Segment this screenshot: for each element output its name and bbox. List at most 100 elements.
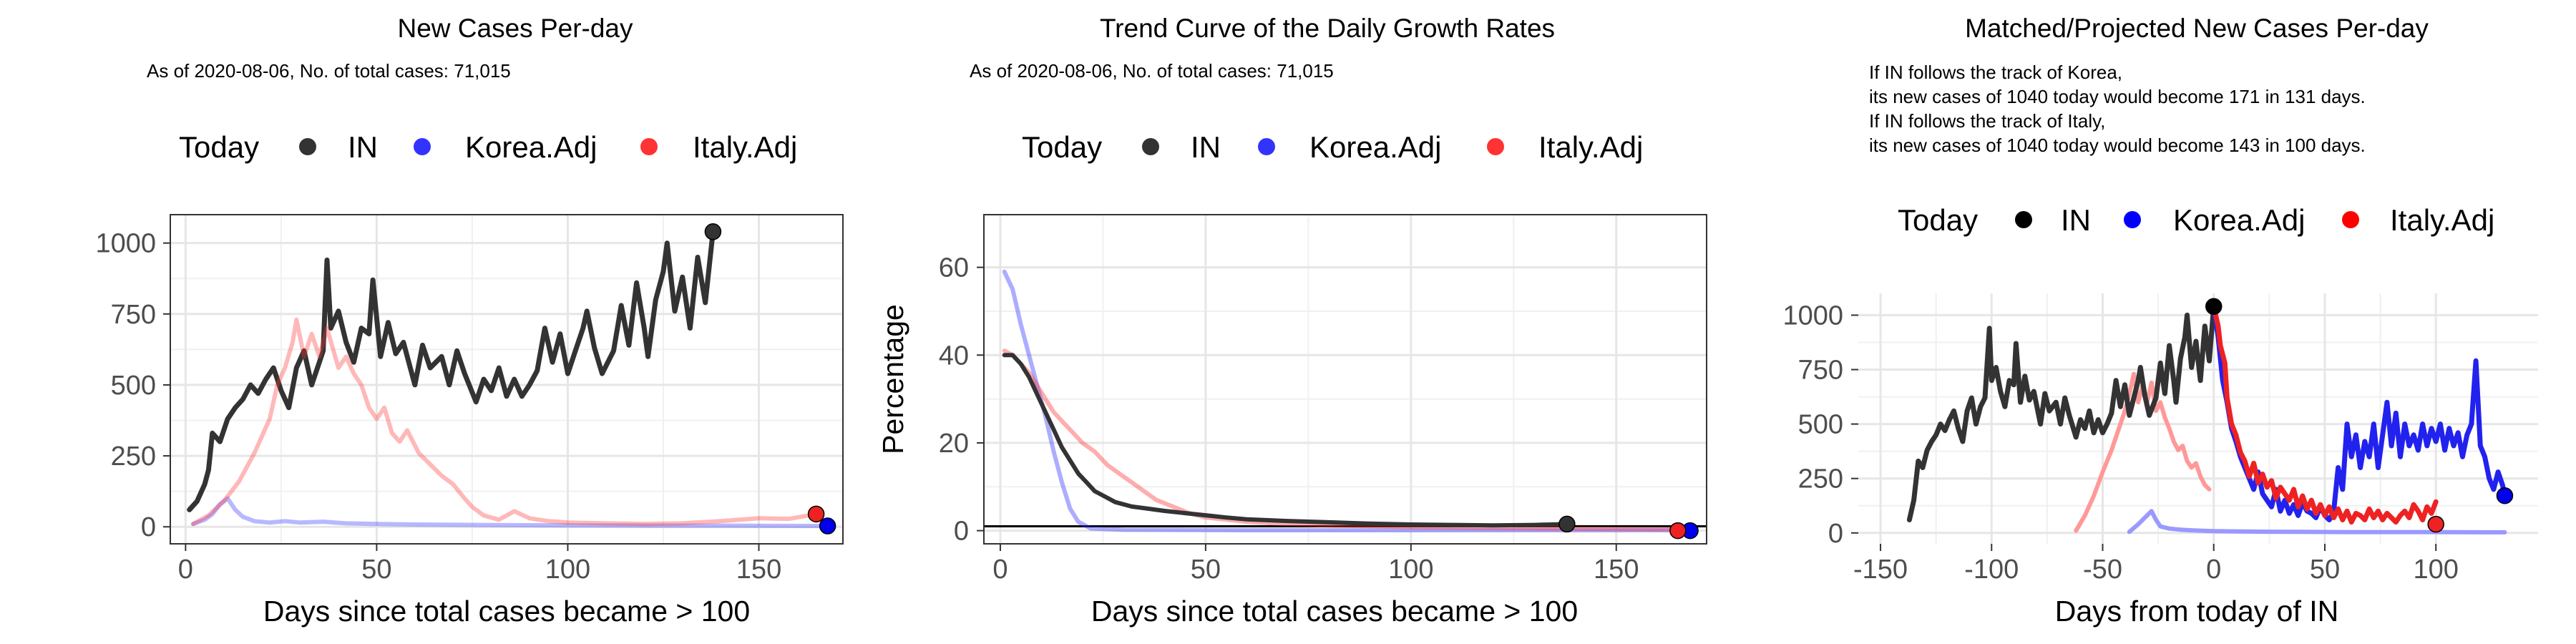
- legend-title: Today: [179, 130, 259, 164]
- legend-dot-in: [299, 138, 316, 155]
- chart-title: Trend Curve of the Daily Growth Rates: [1100, 14, 1555, 43]
- panel-new-cases: New Cases Per-day As of 2020-08-06, No. …: [95, 14, 844, 628]
- legend-label-in: IN: [1191, 130, 1221, 164]
- y-tick-label: 0: [1828, 519, 1843, 549]
- legend-dot-korea: [414, 138, 431, 155]
- legend: Today IN Korea.Adj Italy.Adj: [1898, 203, 2494, 237]
- legend: Today IN Korea.Adj Italy.Adj: [179, 130, 797, 164]
- x-tick-label: 0: [992, 555, 1008, 585]
- chart-subtitle: As of 2020-08-06, No. of total cases: 71…: [970, 60, 1334, 82]
- legend-dot-italy: [2342, 211, 2359, 228]
- y-tick-label: 750: [111, 300, 156, 330]
- y-tick-label: 250: [1798, 464, 1843, 494]
- annotation-line: If IN follows the track of Korea,: [1869, 62, 2122, 83]
- legend-dot-korea: [1258, 138, 1275, 155]
- series-line-korea-adj: [2211, 303, 2507, 522]
- plot-background: [984, 215, 1707, 544]
- y-tick-label: 250: [111, 441, 156, 472]
- legend-title: Today: [1022, 130, 1102, 164]
- series-line-korea-adj: [191, 496, 830, 528]
- series-line-in: [1906, 303, 2217, 522]
- legend-label-in: IN: [348, 130, 378, 164]
- x-tick-label: -50: [2083, 555, 2122, 585]
- today-point-italy-adj: [807, 505, 825, 523]
- today-point-italy-adj: [1669, 522, 1687, 540]
- y-tick-label: 0: [954, 517, 969, 547]
- y-tick-label: 1000: [95, 229, 156, 259]
- plot-series: [1906, 298, 2514, 535]
- x-tick-label: -100: [1964, 555, 2019, 585]
- y-tick-label: 20: [939, 429, 969, 459]
- y-tick-label: 500: [1798, 410, 1843, 440]
- x-tick-label: 50: [1191, 555, 1221, 585]
- plot-grid: [984, 215, 1707, 544]
- plot-background: [170, 215, 843, 544]
- legend-label-in: IN: [2061, 203, 2091, 237]
- legend-label-korea: Korea.Adj: [1309, 130, 1441, 164]
- x-tick-label: -150: [1853, 555, 1908, 585]
- series-line-in: [187, 229, 716, 512]
- legend-dot-in: [1142, 138, 1159, 155]
- x-tick-label: 100: [1388, 555, 1433, 585]
- legend-label-italy: Italy.Adj: [1538, 130, 1643, 164]
- y-tick-label: 750: [1798, 356, 1843, 386]
- legend-dot-italy: [640, 138, 658, 155]
- x-tick-label: 0: [2206, 555, 2221, 585]
- series-line-italy-adj: [2211, 303, 2439, 525]
- annotation-line: its new cases of 1040 today would become…: [1869, 86, 2366, 107]
- plot-series: [1002, 269, 1699, 540]
- plot-border: [983, 214, 1707, 545]
- legend-label-korea: Korea.Adj: [2173, 203, 2305, 237]
- chart-title: New Cases Per-day: [397, 14, 633, 43]
- series-line-in: [1002, 353, 1569, 528]
- series-line-korea-adj: [1002, 269, 1692, 532]
- today-point-italy-adj: [2427, 515, 2444, 533]
- chart-annotation: If IN follows the track of Korea, its ne…: [1869, 62, 2366, 156]
- series-line-korea-adj-faint-: [2127, 509, 2507, 535]
- x-axis-label: Days since total cases became > 100: [263, 595, 750, 628]
- panel-growth-rates: Trend Curve of the Daily Growth Rates As…: [877, 14, 1707, 628]
- legend-dot-in: [2015, 211, 2032, 228]
- plot-background: [1858, 293, 2538, 544]
- annotation-line: its new cases of 1040 today would become…: [1869, 135, 2366, 156]
- plot-border: [170, 214, 844, 545]
- x-tick-label: 50: [361, 555, 391, 585]
- x-tick-label: 150: [736, 555, 781, 585]
- x-tick-label: 150: [1594, 555, 1639, 585]
- plot-series: [187, 223, 836, 535]
- x-tick-label: 0: [178, 555, 193, 585]
- plot-grid: [1858, 293, 2538, 544]
- x-axis-label: Days from today of IN: [2055, 595, 2338, 628]
- today-point-in: [704, 223, 722, 240]
- legend-dot-italy: [1487, 138, 1504, 155]
- series-line-italy-adj: [191, 317, 819, 527]
- x-tick-label: 100: [2413, 555, 2458, 585]
- legend-title: Today: [1898, 203, 1978, 237]
- series-line-italy-adj: [1002, 348, 1680, 532]
- annotation-line: If IN follows the track of Italy,: [1869, 110, 2105, 132]
- today-point-korea-adj: [2496, 487, 2514, 504]
- x-tick-label: 100: [545, 555, 590, 585]
- y-tick-label: 0: [141, 512, 156, 542]
- y-tick-label: 1000: [1782, 301, 1843, 331]
- legend-label-italy: Italy.Adj: [693, 130, 797, 164]
- panel-matched-projected: Matched/Projected New Cases Per-day If I…: [1782, 14, 2538, 628]
- axis-ticks: 0 50 100 150 0 250 500 750 1000: [95, 229, 781, 585]
- today-point-in: [1558, 515, 1576, 533]
- legend-label-korea: Korea.Adj: [465, 130, 597, 164]
- legend: Today IN Korea.Adj Italy.Adj: [1022, 130, 1643, 164]
- chart-subtitle: As of 2020-08-06, No. of total cases: 71…: [147, 60, 511, 82]
- today-point-in: [2205, 298, 2223, 316]
- x-tick-label: 50: [2310, 555, 2340, 585]
- y-tick-label: 500: [111, 371, 156, 401]
- y-tick-label: 60: [939, 253, 969, 283]
- today-point-korea-adj: [819, 517, 836, 535]
- x-axis-label: Days since total cases became > 100: [1091, 595, 1578, 628]
- legend-label-italy: Italy.Adj: [2390, 203, 2494, 237]
- plot-grid: [170, 215, 843, 544]
- legend-dot-korea: [2124, 211, 2141, 228]
- chart-title: Matched/Projected New Cases Per-day: [1965, 14, 2429, 43]
- axis-ticks: 0 50 100 150 0 20 40 60: [939, 253, 1639, 585]
